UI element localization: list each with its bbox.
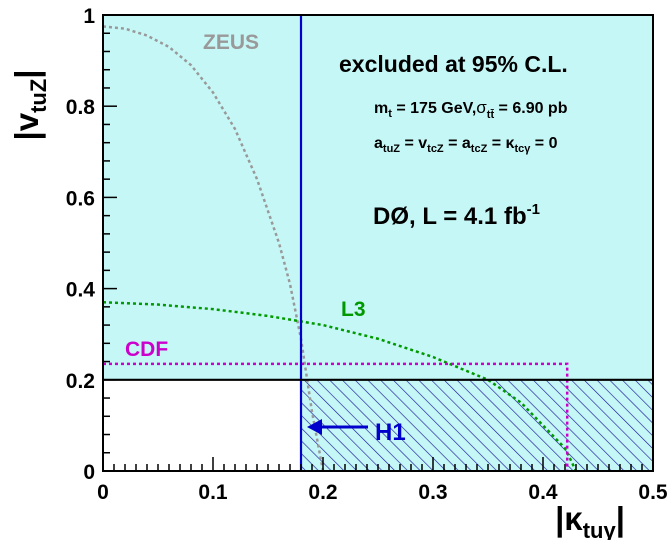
series-layer (102, 15, 653, 472)
y-axis-label-sub: tuZ (26, 79, 51, 113)
annotation-mass-sigma: mt = 175 GeV,σtt̄ = 6.90 pb (374, 98, 568, 121)
tick-labels-layer: 0 0.1 0.2 0.3 0.4 0.5 0 0.2 0.4 0.6 0.8 1 (66, 5, 668, 504)
annotation-sigma-rest: = 6.90 pb (494, 100, 568, 117)
x-tick-label: 0 (97, 481, 109, 504)
y-tick-label: 0.4 (66, 279, 96, 302)
y-axis-label: |vtuZ| (8, 69, 51, 140)
x-tick-label: 0.4 (528, 481, 558, 504)
annotation-experiment-sup: -1 (527, 201, 540, 218)
series-line-l3 (102, 301, 578, 472)
annotation-end: = 0 (530, 135, 557, 152)
annotation-k: = κ (487, 135, 514, 152)
x-tick-label: 0.5 (638, 481, 668, 504)
x-axis-label-close: | (616, 500, 625, 537)
y-axis-label-main: |v (8, 112, 45, 140)
y-tick-label: 0.8 (66, 96, 96, 119)
annotation-experiment-text: DØ, L = 4.1 fb (373, 203, 527, 230)
annotation-mass: m (374, 100, 388, 117)
annotation-mass-sub: t (388, 108, 392, 120)
excluded-region (103, 15, 653, 471)
series-label-h1: H1 (375, 419, 406, 446)
annotation-a2: = a (444, 135, 471, 152)
series-label-cdf: CDF (125, 338, 168, 361)
annotation-couplings: atuZ = vtcZ = atcZ = κtcγ = 0 (374, 135, 558, 155)
y-tick-label: 1 (83, 5, 95, 28)
annotation-a2-sub: tcZ (471, 143, 488, 155)
annotation-sigma: σ (476, 98, 487, 117)
annotation-experiment: DØ, L = 4.1 fb-1 (373, 201, 540, 230)
annotation-mass-rest: = 175 GeV, (392, 100, 476, 117)
annotation-v: = v (400, 135, 427, 152)
x-tick-label: 0.1 (198, 481, 228, 504)
x-axis-label-main: |κ (555, 500, 583, 537)
ticks-layer (102, 14, 654, 472)
series-label-l3: L3 (341, 298, 366, 321)
excluded-text: excluded at 95% C.L. (339, 51, 568, 77)
x-axis-label-sub: tuγ (583, 518, 617, 540)
annotation-a1-sub: tuZ (383, 143, 400, 155)
annotation-a1: a (374, 135, 383, 152)
annotation-v-sub: tcZ (427, 143, 444, 155)
annotation-k-sub: tcγ (514, 143, 531, 155)
h1-hatched-region (300, 379, 654, 472)
y-axis-label-close: | (8, 69, 45, 78)
annotation-sigma-sub: tt̄ (487, 109, 495, 121)
x-tick-label: 0.2 (308, 481, 337, 504)
x-tick-label: 0.3 (418, 481, 447, 504)
y-tick-label: 0 (83, 461, 95, 484)
series-line-cdf (103, 362, 569, 471)
x-axis-label: |κtuγ| (555, 500, 625, 540)
h1-arrow (307, 419, 368, 435)
y-tick-label: 0.6 (66, 187, 95, 210)
y-tick-label: 0.2 (66, 370, 95, 393)
series-label-zeus: ZEUS (203, 31, 259, 54)
